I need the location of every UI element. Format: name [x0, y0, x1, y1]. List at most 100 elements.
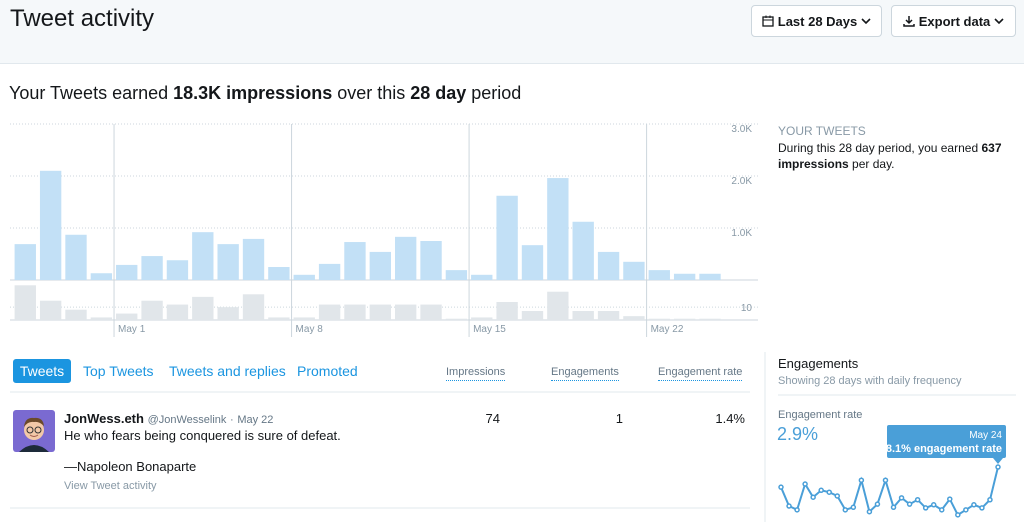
metric-label: Engagement rate [778, 409, 863, 421]
engagements-bar [39, 300, 62, 320]
sidebar-text: During this 28 day period, you earned 63… [778, 140, 1018, 172]
impressions-bar [242, 238, 265, 280]
impressions-bar [547, 178, 569, 280]
tweet-activity-link[interactable]: View Tweet activity [64, 480, 157, 492]
engagement-point [842, 507, 849, 513]
engagement-point [995, 464, 1001, 470]
page-title: Tweet activity [10, 5, 155, 32]
engagements-cell: 1 [615, 411, 623, 426]
impressions-bar [395, 236, 417, 280]
summary-text: over this [332, 83, 411, 103]
engagement-point [938, 507, 945, 513]
date-range-label: Last 28 Days [777, 13, 858, 29]
impressions-bar [369, 251, 391, 280]
impressions-bar [699, 273, 721, 280]
impressions-bar [471, 274, 493, 280]
top-bar: Tweet activity Last 28 Days Export data [0, 0, 1024, 64]
engagements-bar [699, 318, 721, 320]
engagements-bar [344, 304, 366, 320]
sidebar-part: During this 28 day period, you earned [778, 141, 982, 155]
tweet-text: He who fears being conquered is sure of … [64, 428, 341, 443]
engagements-bar [242, 294, 265, 320]
summary-headline: Your Tweets earned 18.3K impressions ove… [9, 83, 521, 104]
sidebar-heading: YOUR TWEETS [778, 124, 866, 138]
date-range-button[interactable]: Last 28 Days [751, 5, 882, 37]
impressions-bar [673, 273, 696, 280]
x-tick-label: May 8 [296, 324, 324, 335]
engagement-point [850, 504, 857, 511]
engagement-point [914, 496, 921, 503]
tab[interactable]: Promoted [297, 363, 358, 379]
avatar [13, 410, 55, 452]
column-header[interactable]: Impressions [446, 366, 506, 381]
engagements-bar [623, 316, 645, 320]
tweet-text: —Napoleon Bonaparte [64, 459, 197, 474]
column-header[interactable]: Engagement rate [658, 366, 743, 381]
impressions-bar [496, 195, 518, 280]
engagement-point [794, 507, 800, 513]
engagement-point [963, 507, 969, 513]
engagement-point [906, 501, 913, 507]
engagements-bar [471, 317, 493, 320]
summary-strong: 18.3K impressions [173, 83, 333, 103]
engagement-point [858, 477, 865, 483]
engagement-point [987, 496, 993, 503]
impressions-bar [344, 242, 366, 280]
export-button[interactable]: Export data [891, 5, 1016, 37]
chevron [994, 18, 1004, 25]
tab[interactable]: Top Tweets [83, 363, 154, 379]
chevron [861, 18, 871, 25]
impressions-bar [217, 244, 239, 280]
engagements-bar [521, 311, 544, 320]
engagements-bar [318, 304, 341, 320]
engagement-point [882, 477, 889, 483]
engagements-bar [217, 307, 239, 320]
impressions-cell: 74 [485, 411, 500, 426]
engagement-point [810, 494, 816, 500]
tweet-author[interactable]: JonWess.eth [64, 411, 144, 426]
engagements-bar [90, 317, 113, 320]
tab-active[interactable]: Tweets [13, 359, 71, 383]
engagements-bar [597, 311, 620, 320]
tooltip [887, 425, 1006, 458]
y-tick-label: 2.0K [731, 176, 752, 187]
impressions-bar [648, 270, 670, 280]
tweet-handle: @JonWesselink [147, 414, 227, 426]
engagements-bar [65, 309, 87, 320]
tweet-date: May 22 [237, 414, 274, 426]
panel-subtitle: Showing 28 days with daily frequency [778, 375, 962, 387]
tooltip-label: 8.1% engagement rate [886, 443, 1002, 455]
engagements-bar [648, 318, 670, 320]
impressions-bar [318, 263, 341, 280]
engagement-point [930, 502, 937, 508]
tooltip-pointer [993, 458, 1003, 464]
impressions-bar [141, 256, 163, 280]
impressions-bar [166, 260, 189, 280]
export-label: Export data [918, 13, 991, 29]
engagements-bar [268, 317, 290, 320]
x-tick-label: May 1 [118, 324, 146, 335]
impressions-bar [597, 251, 620, 280]
engagement-point [874, 501, 881, 507]
y-tick-label: 10 [741, 303, 753, 314]
engagement-point [898, 495, 905, 501]
impressions-bar [65, 234, 87, 280]
separator: · [230, 414, 234, 426]
engagements-bar [547, 291, 569, 320]
engagement-line [780, 466, 999, 517]
impressions-bar [572, 221, 594, 280]
engagement-point [866, 508, 873, 515]
engagement-point [802, 481, 808, 487]
sidebar-strong: 637 impressions [778, 141, 1002, 171]
sidebar-part: per day. [848, 157, 895, 171]
tab[interactable]: Tweets and replies [169, 363, 286, 379]
engagement-point [834, 493, 841, 499]
engagement-point [818, 487, 824, 494]
engagements-bar [496, 302, 518, 320]
impressions-bar [420, 241, 442, 280]
panel-title: Engagements [778, 356, 859, 371]
column-header[interactable]: Engagements [551, 366, 619, 381]
impressions-bar [521, 245, 544, 280]
